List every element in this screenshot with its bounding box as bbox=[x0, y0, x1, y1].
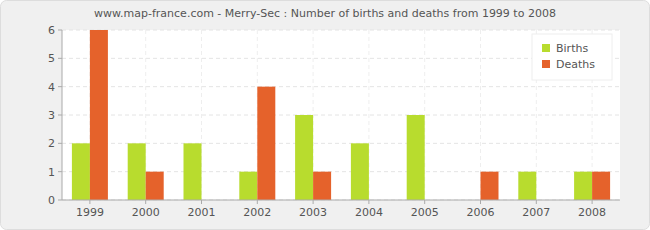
tick-mark bbox=[58, 86, 62, 87]
x-tick-label: 2007 bbox=[522, 206, 550, 219]
bar bbox=[128, 143, 146, 200]
x-tick-label: 2008 bbox=[578, 206, 606, 219]
plot-area bbox=[62, 30, 620, 200]
x-tick-label: 2003 bbox=[299, 206, 327, 219]
x-tick-mark bbox=[201, 200, 202, 204]
chart: www.map-france.com - Merry-Sec : Number … bbox=[0, 0, 650, 230]
bar bbox=[351, 143, 369, 200]
tick-mark bbox=[58, 200, 62, 201]
tick-label: 2 bbox=[48, 137, 55, 150]
x-tick-label: 2004 bbox=[355, 206, 383, 219]
legend-box bbox=[532, 34, 612, 80]
background bbox=[1, 1, 650, 230]
title: www.map-france.com - Merry-Sec : Number … bbox=[94, 7, 556, 20]
x-tick-mark bbox=[424, 200, 425, 204]
bar bbox=[313, 172, 331, 200]
bar bbox=[257, 87, 275, 200]
tick-mark bbox=[58, 58, 62, 59]
y-axis bbox=[62, 30, 63, 200]
tick-mark bbox=[58, 115, 62, 116]
tick-label: 3 bbox=[48, 109, 55, 122]
x-tick-mark bbox=[257, 200, 258, 204]
x-tick-mark bbox=[145, 200, 146, 204]
x-tick-mark bbox=[480, 200, 481, 204]
bar bbox=[407, 115, 425, 200]
tick-label: 5 bbox=[48, 52, 55, 65]
legend-swatch bbox=[542, 44, 550, 52]
bar bbox=[592, 172, 610, 200]
bar bbox=[239, 172, 257, 200]
x-tick-mark bbox=[536, 200, 537, 204]
legend: Births Deaths bbox=[532, 34, 612, 80]
tick-label: 6 bbox=[48, 24, 55, 37]
x-tick-label: 2000 bbox=[132, 206, 160, 219]
bar bbox=[146, 172, 164, 200]
x-tick-label: 2002 bbox=[243, 206, 271, 219]
x-tick-label: 2006 bbox=[467, 206, 495, 219]
legend-label: Births bbox=[556, 42, 588, 55]
x-tick-mark bbox=[89, 200, 90, 204]
legend-label: Deaths bbox=[556, 58, 595, 71]
bar bbox=[184, 143, 202, 200]
x-tick-mark bbox=[368, 200, 369, 204]
x-tick-label: 1999 bbox=[76, 206, 104, 219]
bar bbox=[574, 172, 592, 200]
tick-label: 4 bbox=[48, 81, 55, 94]
bar bbox=[518, 172, 536, 200]
x-tick-label: 2001 bbox=[188, 206, 216, 219]
bars bbox=[72, 30, 610, 200]
tick-label: 1 bbox=[48, 166, 55, 179]
bar bbox=[481, 172, 499, 200]
legend-swatch bbox=[542, 60, 550, 68]
bar bbox=[90, 30, 108, 200]
tick-mark bbox=[58, 30, 62, 31]
x-tick-label: 2005 bbox=[411, 206, 439, 219]
x-tick-mark bbox=[592, 200, 593, 204]
tick-mark bbox=[58, 143, 62, 144]
tick-label: 0 bbox=[48, 194, 55, 207]
bar bbox=[295, 115, 313, 200]
x-tick-mark bbox=[313, 200, 314, 204]
bar bbox=[72, 143, 90, 200]
tick-mark bbox=[58, 171, 62, 172]
